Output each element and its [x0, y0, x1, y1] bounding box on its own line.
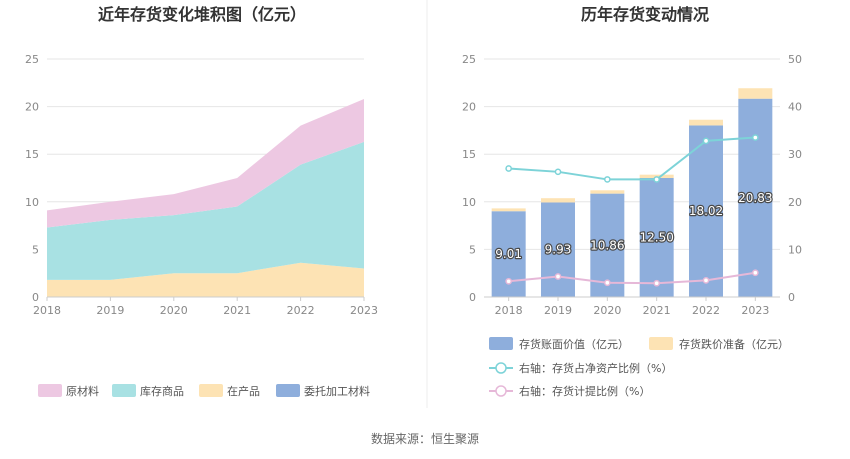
right-x-tick-label: 2021 [643, 304, 671, 317]
left-y-tick-label: 15 [25, 148, 39, 161]
right-x-tick-label: 2020 [593, 304, 621, 317]
bar-value-label: 9.93 [545, 243, 572, 257]
left-y-tick-label: 5 [32, 243, 39, 256]
bar-value-label: 12.50 [639, 231, 673, 245]
right-x-tick-label: 2023 [741, 304, 769, 317]
left-x-tick-label: 2018 [33, 304, 61, 317]
right-y2-tick-label: 40 [788, 101, 802, 114]
line-point-ratio_provision [751, 269, 759, 277]
right-y-tick-label: 25 [462, 53, 476, 66]
line-point-ratio_net_assets [554, 168, 562, 176]
line-point-ratio_provision [603, 279, 611, 287]
right-y2-tick-label: 30 [788, 148, 802, 161]
right-y-tick-label: 15 [462, 148, 476, 161]
legend-swatch-consigned [276, 384, 300, 397]
legend-label-ratio_net_assets: 右轴：存货占净资产比例（%） [519, 361, 672, 375]
bar-value-label: 10.86 [590, 238, 624, 252]
bar-book-value [689, 125, 723, 297]
left-x-tick-label: 2021 [223, 304, 251, 317]
bar-book-value [738, 98, 773, 298]
line-point-ratio_provision [653, 279, 661, 287]
line-point-ratio_provision [505, 277, 513, 285]
right-x-tick-label: 2018 [495, 304, 523, 317]
bar-impairment [541, 198, 575, 203]
right-y-tick-label: 0 [469, 291, 476, 304]
legend-swatch-raw_materials [38, 384, 62, 397]
bar-impairment [590, 190, 625, 194]
legend-marker-ratio_provision [495, 385, 507, 397]
bar-book-value [639, 178, 674, 297]
right-chart-title: 历年存货变动情况 [581, 5, 709, 24]
line-point-ratio_provision [554, 273, 562, 280]
legend-marker-ratio_net_assets [495, 362, 507, 374]
right-y-tick-label: 20 [462, 101, 476, 114]
right-y2-tick-label: 10 [788, 243, 802, 256]
line-point-ratio_net_assets [751, 134, 759, 141]
left-x-tick-label: 2020 [160, 304, 188, 317]
left-chart-title: 近年存货变化堆积图（亿元） [98, 5, 306, 24]
legend-label-consigned: 委托加工材料 [304, 384, 370, 398]
left-y-tick-label: 20 [25, 101, 39, 114]
bar-impairment [491, 208, 526, 212]
legend-label-raw_materials: 原材料 [66, 384, 99, 398]
area-inventory_goods [47, 141, 364, 280]
left-y-tick-label: 10 [25, 196, 39, 209]
area-wip [47, 262, 364, 297]
bar-value-label: 18.02 [689, 204, 723, 218]
line-point-ratio_net_assets [653, 176, 661, 183]
right-y2-tick-label: 50 [788, 53, 802, 66]
bar-impairment [689, 119, 723, 126]
bar-book-value [541, 202, 575, 297]
legend-label-impairment: 存货跌价准备（亿元） [679, 337, 789, 351]
right-x-tick-label: 2019 [544, 304, 572, 317]
bar-value-label: 9.01 [495, 247, 522, 261]
area-raw_materials [47, 98, 364, 228]
left-x-tick-label: 2022 [287, 304, 315, 317]
legend-label-book-value: 存货账面价值（亿元） [519, 337, 629, 351]
legend-label-ratio_provision: 右轴：存货计提比例（%） [519, 384, 650, 398]
legend-swatch-wip [199, 384, 223, 397]
right-y2-tick-label: 20 [788, 196, 802, 209]
line-point-ratio_net_assets [603, 176, 611, 183]
left-y-tick-label: 0 [32, 291, 39, 304]
bar-value-label: 20.83 [738, 191, 772, 205]
left-y-tick-label: 25 [25, 53, 39, 66]
right-y2-tick-label: 0 [788, 291, 795, 304]
line-ratio_net_assets [508, 136, 756, 181]
legend-label-inventory_goods: 库存商品 [140, 384, 184, 398]
bar-impairment [738, 88, 773, 99]
line-ratio_provision [508, 271, 756, 285]
line-point-ratio_net_assets [505, 165, 513, 172]
legend-swatch-inventory_goods [112, 384, 136, 397]
right-x-tick-label: 2022 [692, 304, 720, 317]
right-y-tick-label: 5 [469, 243, 476, 256]
data-source: 数据来源：恒生聚源 [371, 431, 479, 446]
line-point-ratio_provision [702, 276, 710, 284]
legend-swatch-impairment [649, 337, 673, 350]
legend-swatch-book-value [489, 337, 513, 350]
left-x-tick-label: 2023 [350, 304, 378, 317]
legend-label-wip: 在产品 [227, 384, 260, 398]
line-point-ratio_net_assets [702, 137, 710, 145]
right-y-tick-label: 10 [462, 196, 476, 209]
left-x-tick-label: 2019 [96, 304, 124, 317]
